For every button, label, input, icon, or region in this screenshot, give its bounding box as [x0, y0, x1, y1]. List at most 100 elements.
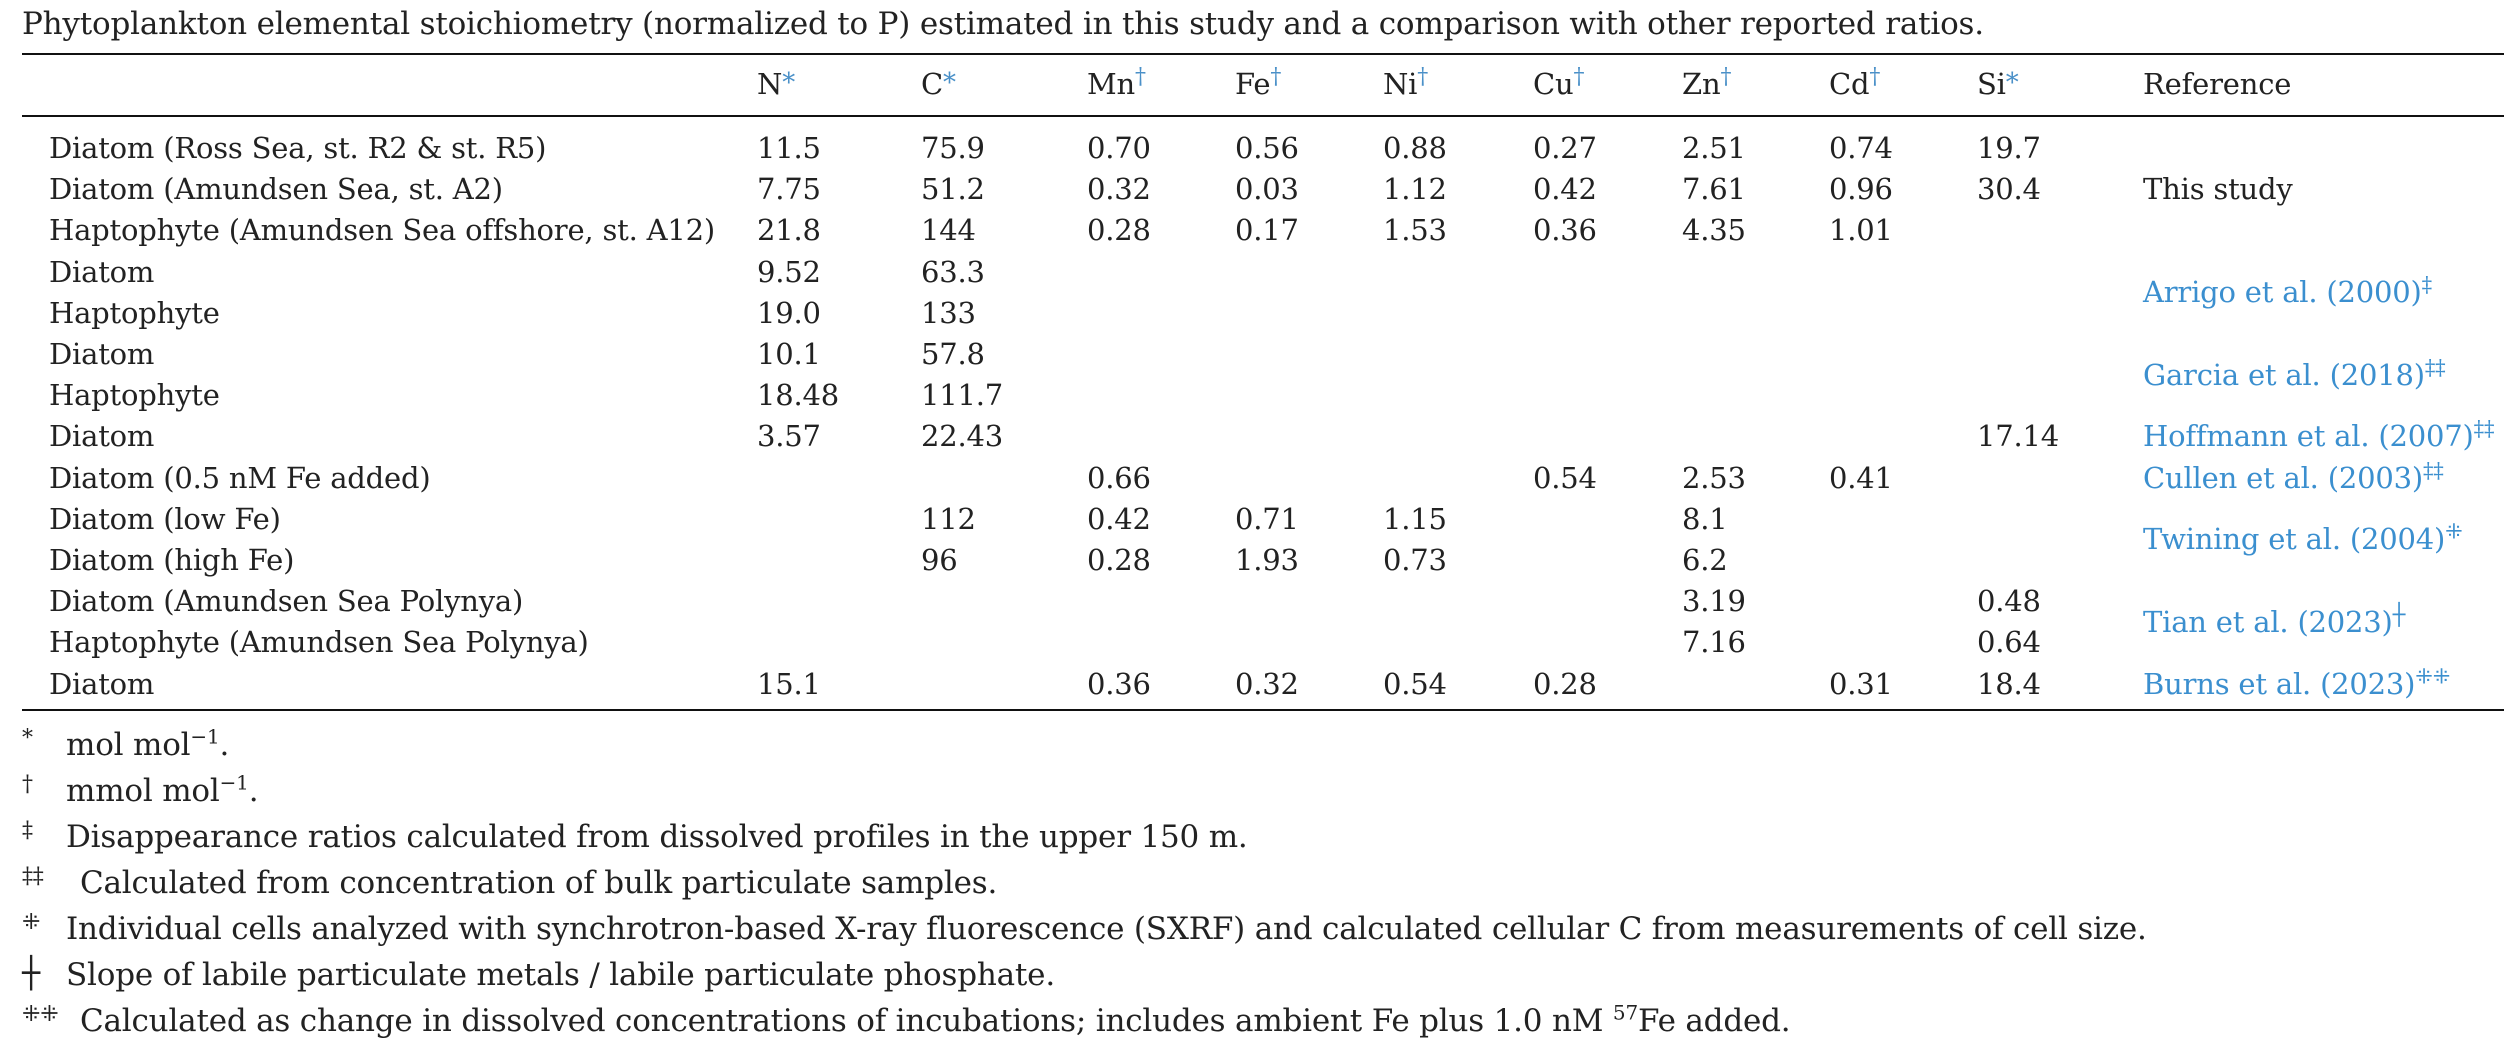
footnote-mark[interactable]: ‡‡	[2473, 416, 2495, 441]
footnote-mark[interactable]: †	[1270, 64, 1282, 90]
top-rule	[22, 53, 2504, 55]
cell-n: 18.48	[757, 378, 840, 413]
cell-ni: 1.12	[1383, 172, 1447, 207]
footnote: † mmol mol−1.	[22, 770, 259, 809]
footnote-body: Individual cells analyzed with synchrotr…	[66, 911, 2147, 947]
table-row: Diatom (0.5 nM Fe added) 0.66 0.54 2.53 0.41	[0, 458, 2516, 499]
footnote-mark[interactable]: †	[1869, 64, 1881, 90]
row-organism: Diatom (low Fe)	[49, 501, 281, 536]
cell-mn: 0.32	[1087, 172, 1151, 207]
footnote-tail: Fe added.	[1637, 1003, 1791, 1039]
footnote-mark[interactable]: ‡‡	[2422, 457, 2444, 482]
row-organism: Diatom (Amundsen Sea Polynya)	[49, 584, 524, 619]
footnote-body: mol mol	[66, 727, 191, 763]
footnote: * mol mol−1.	[22, 724, 230, 763]
table-row: Diatom 15.1 0.36 0.32 0.54 0.28 0.31 18.4	[0, 664, 2516, 705]
cell-cd: 0.31	[1829, 666, 1893, 701]
cell-fe: 1.93	[1235, 543, 1299, 577]
reference-text[interactable]: Tian et al. (2023)	[2143, 604, 2393, 639]
footnote: ⁜⁜ Calculated as change in dissolved conc…	[22, 1000, 1791, 1039]
row-organism: Diatom (high Fe)	[49, 543, 295, 577]
table-row: Diatom (Amundsen Sea, st. A2) 7.75 51.2 0.3…	[0, 169, 2516, 210]
cell-fe: 0.32	[1235, 666, 1299, 701]
footnote-mark[interactable]: †	[1720, 64, 1732, 90]
table-row: Diatom 9.52 63.3	[0, 252, 2516, 293]
footnote-mark[interactable]: ┼	[2392, 602, 2406, 627]
cell-fe: 0.71	[1235, 501, 1299, 536]
cell-zn: 8.1	[1682, 501, 1728, 536]
footnote-mark[interactable]: †	[1417, 64, 1429, 90]
cell-mn: 0.70	[1087, 131, 1151, 165]
reference-text[interactable]: Arrigo et al. (2000)	[2143, 275, 2422, 310]
cell-fe: 0.03	[1235, 172, 1299, 207]
reference-link[interactable]: Burns et al. (2023)⁜⁜	[2143, 664, 2450, 705]
reference-link[interactable]: Cullen et al. (2003)‡‡	[2143, 458, 2444, 499]
footnote-mark[interactable]: ⁜	[2445, 519, 2463, 544]
footnote-body: Slope of labile particulate metals / lab…	[66, 957, 1055, 993]
reference-text[interactable]: Burns et al. (2023)	[2143, 666, 2416, 701]
reference-link[interactable]: Twining et al. (2004)⁜	[2143, 519, 2463, 560]
cell-cd: 0.96	[1829, 172, 1893, 207]
cell-ni: 0.88	[1383, 131, 1447, 165]
reference-link[interactable]: Hoffmann et al. (2007)‡‡	[2143, 416, 2494, 457]
cell-mn: 0.28	[1087, 213, 1151, 248]
table-row: Haptophyte (Amundsen Sea Polynya) 7.16 0.6…	[0, 622, 2516, 663]
cell-fe: 0.17	[1235, 213, 1299, 248]
table-row: Diatom (Ross Sea, st. R2 & st. R5) 11.5 75…	[0, 128, 2516, 169]
row-organism: Haptophyte	[49, 378, 220, 413]
footnote-text: Individual cells analyzed with synchrotr…	[48, 911, 2147, 947]
reference-link[interactable]: Garcia et al. (2018)‡‡	[2143, 354, 2446, 396]
header-mn: Mn†	[1087, 64, 1146, 101]
cell-zn: 2.53	[1682, 460, 1746, 495]
table-row: Diatom 3.57 22.43 17.14	[0, 416, 2516, 457]
cell-mn: 0.66	[1087, 460, 1151, 495]
footnote-mark[interactable]: ‡‡	[2424, 354, 2446, 379]
cell-cd: 0.74	[1829, 131, 1893, 165]
reference-text[interactable]: Garcia et al. (2018)	[2143, 357, 2425, 392]
cell-si: 18.4	[1977, 666, 2041, 701]
table-row: Diatom (high Fe) 96 0.28 1.93 0.73 6.2	[0, 540, 2516, 581]
cell-si: 0.48	[1977, 584, 2041, 619]
table-row: Haptophyte (Amundsen Sea offshore, st. A…	[0, 210, 2516, 251]
footnote-mark[interactable]: *	[943, 68, 956, 98]
footnote: ⁜ Individual cells analyzed with synchrot…	[22, 910, 2147, 947]
cell-si: 19.7	[1977, 131, 2041, 165]
reference-text[interactable]: Hoffmann et al. (2007)	[2143, 419, 2474, 454]
footnote-mark[interactable]: ‡	[2421, 272, 2433, 297]
cell-c: 96	[921, 543, 958, 577]
footnote-superscript: −1	[219, 770, 249, 795]
cell-c: 22.43	[921, 419, 1004, 454]
footnote-superscript: 57	[1612, 1000, 1638, 1025]
footnote-mark[interactable]: *	[782, 68, 795, 98]
footnote-text: Disappearance ratios calculated from dis…	[48, 819, 1248, 855]
footnote-tail: .	[219, 727, 230, 763]
footnote: ‡‡ Calculated from concentration of bulk …	[22, 864, 998, 901]
bottom-rule	[22, 709, 2504, 711]
header-rule	[22, 115, 2504, 117]
row-organism: Diatom	[49, 337, 155, 371]
footnote-mark[interactable]: *	[2005, 68, 2019, 98]
reference-column: This study Arrigo et al. (2000)‡ Garcia et…	[0, 128, 2516, 704]
cell-n: 11.5	[757, 131, 821, 165]
header-ni: Ni†	[1383, 64, 1429, 101]
footnote-body: Calculated as change in dissolved concen…	[80, 1003, 1613, 1039]
cell-c: 112	[921, 501, 976, 536]
footnote-mark[interactable]: †	[1134, 64, 1146, 90]
cell-ni: 1.53	[1383, 213, 1447, 248]
table-row: Haptophyte 19.0 133	[0, 293, 2516, 334]
footnote-superscript: −1	[190, 724, 220, 749]
footnote-tail: .	[248, 773, 259, 809]
footnote-mark[interactable]: ⁜⁜	[2415, 663, 2451, 688]
reference-text[interactable]: Cullen et al. (2003)	[2143, 460, 2423, 495]
cell-n: 19.0	[757, 295, 821, 330]
reference-link[interactable]: Tian et al. (2023)┼	[2143, 602, 2405, 643]
cell-c: 63.3	[921, 254, 985, 289]
reference-link[interactable]: Arrigo et al. (2000)‡	[2143, 272, 2432, 313]
cell-zn: 3.19	[1682, 584, 1746, 619]
footnote-mark[interactable]: †	[1573, 64, 1585, 90]
cell-zn: 6.2	[1682, 543, 1728, 577]
cell-ni: 0.73	[1383, 543, 1447, 577]
cell-n: 3.57	[757, 419, 821, 454]
reference-text[interactable]: Twining et al. (2004)	[2143, 522, 2446, 557]
footnote-text: Calculated as change in dissolved concen…	[62, 1000, 1791, 1039]
